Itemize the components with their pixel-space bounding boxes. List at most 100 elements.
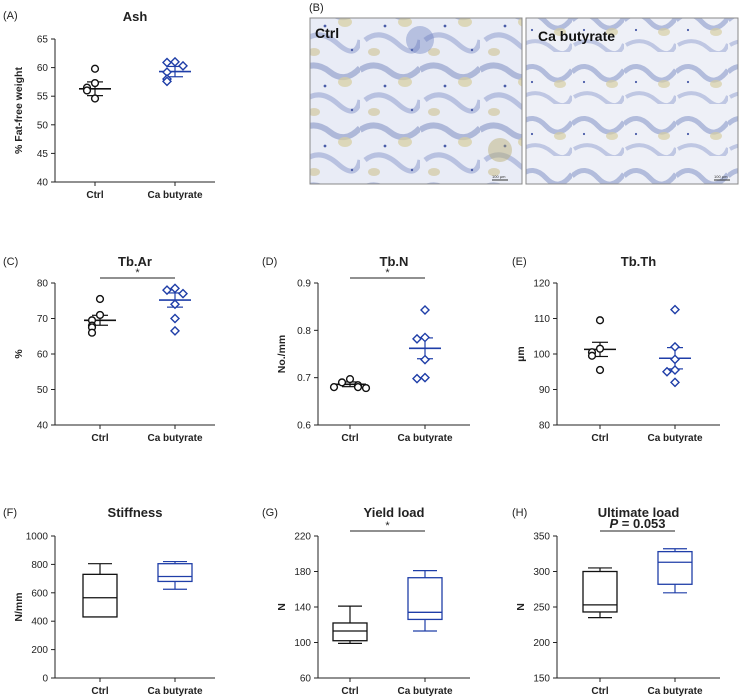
data-point-ctrl	[87, 328, 97, 337]
micrograph-ctrl-label: Ctrl	[315, 25, 339, 41]
y-tick-label: 0.9	[297, 279, 311, 290]
panel-label: (D)	[262, 256, 277, 268]
data-point-ca-butyrate	[420, 332, 430, 343]
significance-label: *	[135, 267, 140, 279]
x-tick-label: Ca butyrate	[397, 433, 452, 444]
y-tick-label: 65	[37, 35, 49, 46]
y-axis-label: µm	[515, 346, 527, 361]
data-point-ca-butyrate	[170, 313, 180, 324]
data-point-ctrl	[82, 86, 92, 95]
y-tick-label: 0.7	[297, 373, 311, 384]
x-tick-label: Ctrl	[591, 686, 608, 697]
data-point-ca-butyrate	[178, 288, 188, 299]
panel-label: (A)	[3, 10, 18, 22]
x-tick-label: Ctrl	[86, 190, 103, 201]
y-tick-label: 50	[37, 120, 49, 131]
y-tick-label: 180	[294, 567, 311, 578]
y-tick-label: 0	[42, 674, 48, 685]
y-tick-label: 45	[37, 149, 49, 160]
data-point-ctrl	[95, 294, 105, 304]
y-tick-label: 0.6	[297, 421, 311, 432]
data-point-ctrl	[329, 383, 339, 392]
data-point-ca-butyrate	[420, 372, 430, 383]
chart-title: Stiffness	[108, 505, 163, 520]
x-tick-label: Ca butyrate	[647, 686, 702, 697]
y-tick-label: 0.8	[297, 326, 311, 337]
chart-panel-c: (C) Tb.Ar 40 50 60 70 80% Ctrl Ca butyrate *	[3, 254, 215, 444]
chart-title: Tb.N	[380, 254, 409, 269]
y-tick-label: 70	[37, 314, 49, 325]
y-tick-label: 60	[300, 674, 312, 685]
box-iqr	[82, 573, 118, 618]
y-tick-label: 40	[37, 421, 49, 432]
x-tick-label: Ca butyrate	[397, 686, 452, 697]
y-axis-label: No./mm	[276, 335, 288, 374]
x-tick-label: Ctrl	[341, 686, 358, 697]
data-point-ctrl	[595, 316, 605, 325]
x-tick-label: Ctrl	[341, 433, 358, 444]
micrograph-ctrl: Ctrl 100 µm	[309, 17, 523, 185]
y-tick-label: 50	[37, 385, 49, 396]
data-point-ca-butyrate	[670, 354, 680, 365]
box-iqr	[657, 550, 693, 585]
chart-panel-e: (E) Tb.Th 80 90 100 110 120 µm Ctrl Ca butyrate	[512, 254, 720, 444]
data-point-ca-butyrate	[420, 354, 430, 365]
significance-label: P = 0.053	[609, 516, 665, 531]
panel-label: (F)	[3, 507, 17, 519]
chart-title: Yield load	[364, 505, 425, 520]
data-point-ctrl	[90, 94, 100, 103]
data-point-ctrl	[587, 351, 597, 360]
data-point-ca-butyrate	[670, 341, 680, 352]
data-point-ctrl	[90, 78, 100, 88]
panel-label: (C)	[3, 256, 18, 268]
chart-title: Ash	[123, 9, 148, 24]
y-tick-label: 150	[533, 674, 550, 685]
data-point-ca-butyrate	[162, 57, 172, 68]
micrograph-ca-butyrate: Ca butyrate 100 µm	[525, 17, 739, 185]
scale-bar-label: 100 µm	[714, 174, 728, 179]
significance-label: *	[385, 520, 390, 532]
data-point-ca-butyrate	[670, 364, 680, 375]
panel-label: (E)	[512, 256, 527, 268]
scale-bar-label: 100 µm	[492, 174, 506, 179]
box-iqr	[157, 563, 193, 583]
y-tick-label: 80	[539, 421, 551, 432]
chart-panel-d: (D) Tb.N 0.6 0.7 0.8 0.9 No./mm Ctrl Ca butyrate…	[262, 254, 470, 444]
data-point-ctrl	[90, 64, 100, 73]
y-tick-label: 100	[533, 350, 550, 361]
y-axis-label: N/mm	[13, 592, 25, 621]
panel-label-b: (B)	[309, 2, 324, 14]
y-tick-label: 55	[37, 92, 49, 103]
y-tick-label: 120	[533, 279, 550, 290]
y-tick-label: 80	[37, 279, 49, 290]
box-iqr	[582, 570, 618, 613]
data-point-ca-butyrate	[412, 373, 422, 384]
y-axis-label: N	[515, 603, 527, 611]
box-iqr	[407, 577, 443, 621]
chart-panel-a: (A) Ash 40 45 50 55 60 65 % Fat-free weight Ctrl C…	[3, 9, 215, 201]
x-tick-label: Ca butyrate	[147, 686, 202, 697]
y-tick-label: 600	[31, 588, 48, 599]
chart-panel-f: (F) Stiffness 0 200 400 600 800 1000 N/mm Ctrl Ca …	[3, 505, 215, 697]
panel-label: (G)	[262, 507, 278, 519]
data-point-ca-butyrate	[170, 283, 180, 294]
x-tick-label: Ctrl	[91, 433, 108, 444]
y-axis-label: % Fat-free weight	[13, 67, 25, 154]
y-tick-label: 300	[533, 567, 550, 578]
data-point-ca-butyrate	[412, 333, 422, 344]
y-tick-label: 220	[294, 532, 311, 543]
y-tick-label: 200	[31, 645, 48, 656]
y-tick-label: 350	[533, 532, 550, 543]
x-tick-label: Ca butyrate	[147, 433, 202, 444]
data-point-ctrl	[345, 374, 355, 384]
micrograph-ca-butyrate-label: Ca butyrate	[538, 28, 615, 44]
data-point-ca-butyrate	[170, 56, 180, 67]
y-tick-label: 40	[37, 178, 49, 189]
data-point-ca-butyrate	[162, 285, 172, 296]
data-point-ca-butyrate	[178, 60, 188, 71]
y-tick-label: 250	[533, 603, 550, 614]
chart-title: Ultimate load	[598, 505, 680, 520]
y-tick-label: 100	[294, 638, 311, 649]
chart-panel-h: (H) Ultimate load 150 200 250 300 350 N Ctrl Ca b…	[512, 505, 720, 697]
